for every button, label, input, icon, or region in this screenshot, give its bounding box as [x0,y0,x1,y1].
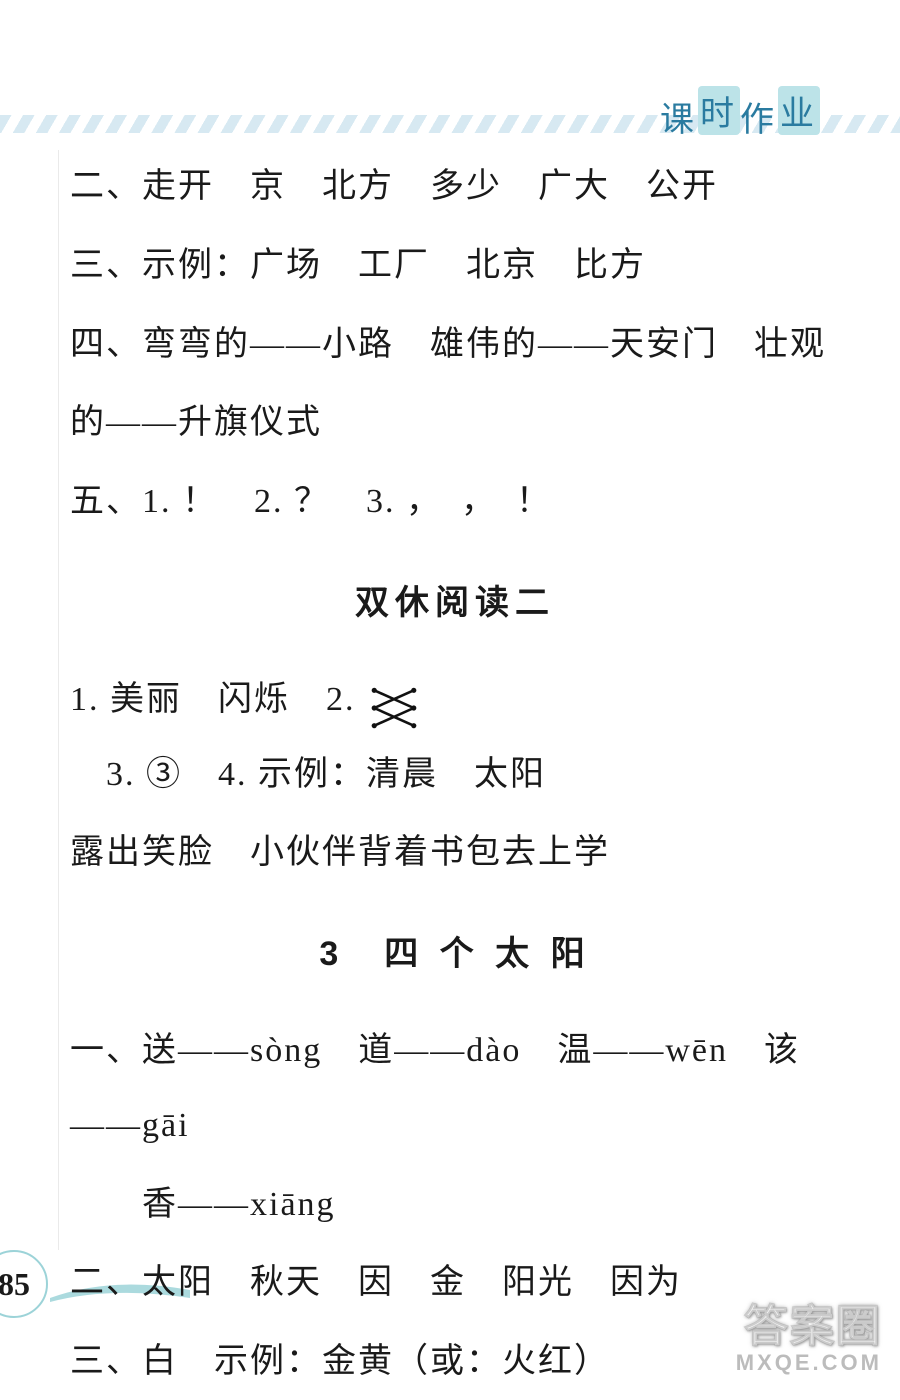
reading2-q-line1: 1. 美丽 闪烁 2. 3. ③ 4. 示例：清晨 太阳 [70,663,840,813]
lesson3-line-3: 三、白 示例：金黄（或：火红） [70,1325,840,1400]
answer-line-4a: 四、弯弯的——小路 雄伟的——天安门 壮观 [70,308,840,383]
content: 二、走开 京 北方 多少 广大 公开 三、示例：广场 工厂 北京 比方 四、弯弯… [70,150,840,1400]
section-title-lesson3: 3 四 个 太 阳 [70,917,840,992]
vertical-rule [58,150,59,1250]
lesson3-line-1a: 一、送——sòng 道——dào 温——wēn 该——gāi [70,1014,840,1164]
reading2-q-prefix: 1. 美丽 闪烁 2. [70,663,356,738]
header-label: 课 时 作 业 [660,92,820,141]
answer-line-2: 二、走开 京 北方 多少 广大 公开 [70,150,840,225]
reading2-q-suffix: 3. ③ 4. 示例：清晨 太阳 [70,738,546,813]
header-char-4: 业 [778,86,820,135]
header-char-2: 时 [698,86,740,135]
header-char-3: 作 [740,92,778,141]
watermark: 答案圈 MXQE.COM [736,1290,882,1376]
watermark-top: 答案圈 [736,1290,882,1354]
lesson3-line-2: 二、太阳 秋天 因 金 阳光 因为 [70,1246,840,1321]
page: 课 时 作 业 二、走开 京 北方 多少 广大 公开 三、示例：广场 工厂 北京… [0,0,900,1390]
answer-line-3: 三、示例：广场 工厂 北京 比方 [70,229,840,304]
answer-line-5: 五、1. ！ 2. ？ 3. ， ， ！ [70,465,840,540]
watermark-bottom: MXQE.COM [736,1350,882,1376]
lesson3-line-1b: 香——xiāng [70,1168,840,1243]
cross-match-icon [368,682,420,734]
section-title-reading2: 双休阅读二 [70,566,840,641]
page-number-text: 85 [0,1266,30,1303]
page-number: 85 [0,1250,48,1318]
answer-line-4b: 的——升旗仪式 [70,386,840,461]
reading2-q-line2: 露出笑脸 小伙伴背着书包去上学 [70,816,840,891]
header-char-1: 课 [660,92,698,141]
